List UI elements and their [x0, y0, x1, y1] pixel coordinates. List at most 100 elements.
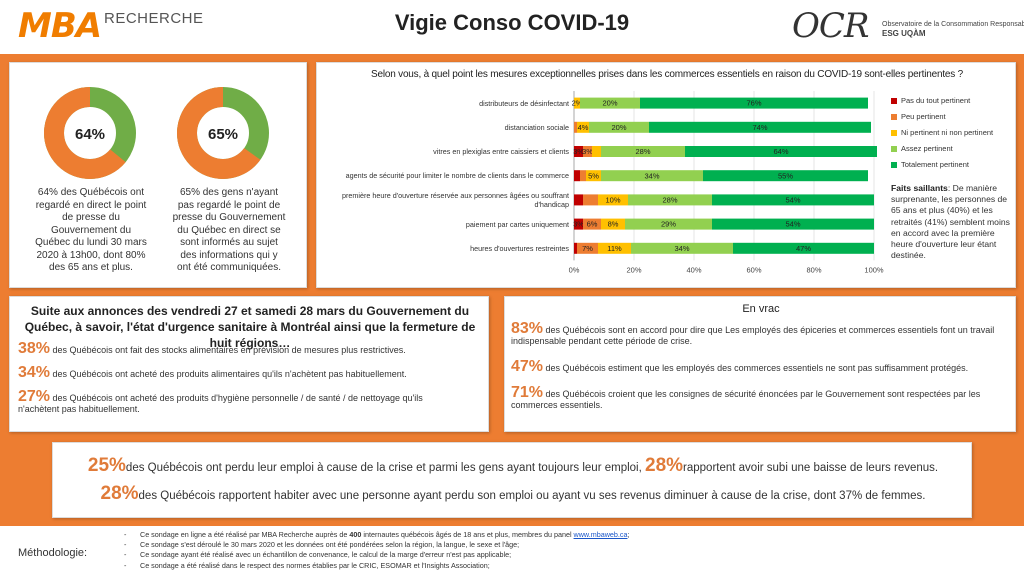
bar-segment — [640, 97, 868, 109]
ocr-logo-line1: Observatoire de la Consommation Responsa… — [882, 21, 1024, 28]
donut-1-caption-line: Gouvernement du — [50, 224, 132, 236]
vrac-pct-1: 83% — [511, 320, 544, 337]
chart-panel: Selon vous, à quel point les mesures exc… — [316, 62, 1016, 288]
meth-1d: ; — [627, 530, 630, 539]
bar-segment — [712, 218, 874, 230]
data-label: 2% — [572, 99, 583, 108]
vrac-stat-2: 47% des Québécois estiment que les emplo… — [511, 359, 1005, 375]
vrac-stat-3: 71% des Québécois croient que les consig… — [511, 384, 1005, 411]
data-label: 47% — [796, 244, 811, 253]
donut-2-caption-line: ont été communiquées. — [177, 262, 281, 273]
bar-segment — [583, 146, 592, 157]
bar-segment — [583, 218, 601, 230]
bar-segment — [649, 121, 871, 133]
methodologie-list: Ce sondage en ligne a été réalisé par MB… — [120, 530, 629, 571]
donut-1-caption-line: 2020 à 13h00, dont 80% — [36, 249, 146, 261]
annonce-pct-1: 38% — [18, 340, 51, 357]
chart-title: Selon vous, à quel point les mesures exc… — [370, 69, 963, 80]
annonce-pct-3: 27% — [18, 388, 51, 405]
data-label: 54% — [785, 220, 800, 229]
category-label: distributeurs de désinfectant — [479, 98, 569, 108]
bar-segment — [577, 242, 598, 254]
ocr-logo-caption: Observatoire de la Consommation Responsa… — [882, 20, 1024, 39]
category-label: vitres en plexiglas entre caissiers et c… — [433, 147, 569, 156]
donut-1-caption-line: Québec du lundi 30 mars — [35, 237, 147, 248]
category-label: paiement par cartes uniquement — [465, 219, 569, 229]
legend-label: Totalement pertinent — [901, 160, 969, 169]
emploi-pct-3: 28% — [100, 483, 139, 504]
emploi-text-2: rapportent avoir subi une baisse de leur… — [683, 462, 939, 474]
category-label: agents de sécurité pour limiter le nombr… — [345, 171, 569, 181]
meth-1b: 400 — [349, 530, 362, 539]
donut-2-value-arc — [177, 87, 269, 179]
donuts-panel: 64% 65% 64% des Québécois ont regardé en … — [9, 62, 307, 288]
faits-label: Faits saillants — [891, 183, 948, 193]
bar-segment — [733, 242, 874, 254]
meth-1a: Ce sondage en ligne a été réalisé par MB… — [140, 530, 350, 539]
bar-segment — [598, 242, 631, 254]
methodologie-item-2: Ce sondage s'est déroulé le 30 mars 2020… — [120, 540, 629, 550]
legend-item: Totalement pertinent — [891, 161, 993, 177]
donut-chart-1: 64% — [42, 85, 138, 186]
legend-label: Pas du tout pertinent — [901, 96, 971, 105]
page-title: Vigie Conso COVID-19 — [394, 10, 630, 35]
donut-chart-2: 65% — [175, 85, 271, 186]
vrac-panel: En vrac 83% des Québécois sont en accord… — [504, 296, 1016, 432]
methodologie-item-4: Ce sondage a été réalisé dans le respect… — [120, 561, 629, 571]
data-label: 28% — [635, 147, 650, 156]
data-label: 5% — [588, 171, 599, 180]
mba-logo-subtitle: RECHERCHE — [104, 10, 204, 27]
bar-segment — [631, 242, 733, 254]
annonces-panel: Suite aux annonces des vendredi 27 et sa… — [9, 296, 489, 432]
annonce-pct-2: 34% — [18, 364, 51, 381]
emploi-text-3: des Québécois rapportent habiter avec un… — [138, 490, 926, 502]
bar-segment — [574, 218, 583, 230]
emploi-line-2: 28%des Québécois rapportent habiter avec… — [53, 483, 973, 505]
x-tick-label: 40% — [686, 265, 701, 274]
methodologie-item-3: Ce sondage ayant été réalisé avec un éch… — [120, 550, 629, 560]
mbaweb-link[interactable]: www.mbaweb.ca — [573, 530, 628, 539]
bar-segment — [592, 146, 601, 157]
emploi-pct-2: 28% — [645, 455, 684, 476]
data-label: 34% — [644, 171, 659, 180]
bar-segment — [628, 194, 712, 206]
data-label: 3% — [582, 147, 593, 156]
emploi-panel: 25%des Québécois ont perdu leur emploi à… — [52, 442, 972, 518]
legend-swatch — [891, 162, 897, 168]
data-label: 10% — [605, 196, 620, 205]
x-tick-label: 60% — [746, 265, 761, 274]
bar-segment — [589, 121, 649, 133]
vrac-stat-1: 83% des Québécois sont en accord pour di… — [511, 320, 1005, 347]
vrac-text-2: des Québécois estiment que les employés … — [545, 363, 969, 373]
legend-swatch — [891, 130, 897, 136]
legend-label: Peu pertinent — [901, 112, 946, 121]
legend-swatch — [891, 146, 897, 152]
donut-2-caption-line: 65% des gens n'ayant — [179, 187, 279, 198]
annonce-text-2: des Québécois ont acheté des produits al… — [52, 369, 407, 379]
annonce-stat-2: 34% des Québécois ont acheté des produit… — [18, 364, 478, 381]
data-label: 34% — [674, 244, 689, 253]
ocr-logo: OCR Observatoire de la Consommation Resp… — [792, 6, 1024, 46]
category-label: première heure d'ouverture réservée aux … — [342, 190, 569, 209]
donut-2-caption-line: sont informés au sujet — [180, 237, 278, 248]
bar-segment — [574, 97, 580, 109]
meth-1c: internautes québécois âgés de 18 ans et … — [361, 530, 574, 539]
bar-segment — [577, 121, 589, 133]
donut-2-caption-line: des informations qui y — [180, 249, 278, 261]
methodologie-item-1: Ce sondage en ligne a été réalisé par MB… — [120, 530, 629, 540]
data-label: 28% — [662, 196, 677, 205]
chart-legend: Pas du tout pertinent Peu pertinent Ni per… — [891, 97, 993, 177]
x-tick-label: 100% — [864, 265, 884, 274]
data-label: 11% — [607, 244, 622, 253]
data-label: 3% — [573, 220, 584, 229]
donut-1-label: 64% — [75, 126, 105, 143]
faits-text: : De manière surprenante, les personnes … — [891, 183, 1010, 261]
legend-swatch — [891, 114, 897, 120]
donut-2-svg: 65% — [177, 87, 269, 179]
donut-2-label: 65% — [208, 126, 238, 143]
legend-label: Assez pertinent — [901, 144, 953, 153]
donut-1-svg: 64% — [44, 87, 136, 179]
vrac-pct-3: 71% — [511, 384, 544, 401]
legend-item: Peu pertinent — [891, 113, 993, 129]
data-label: 74% — [752, 123, 767, 132]
